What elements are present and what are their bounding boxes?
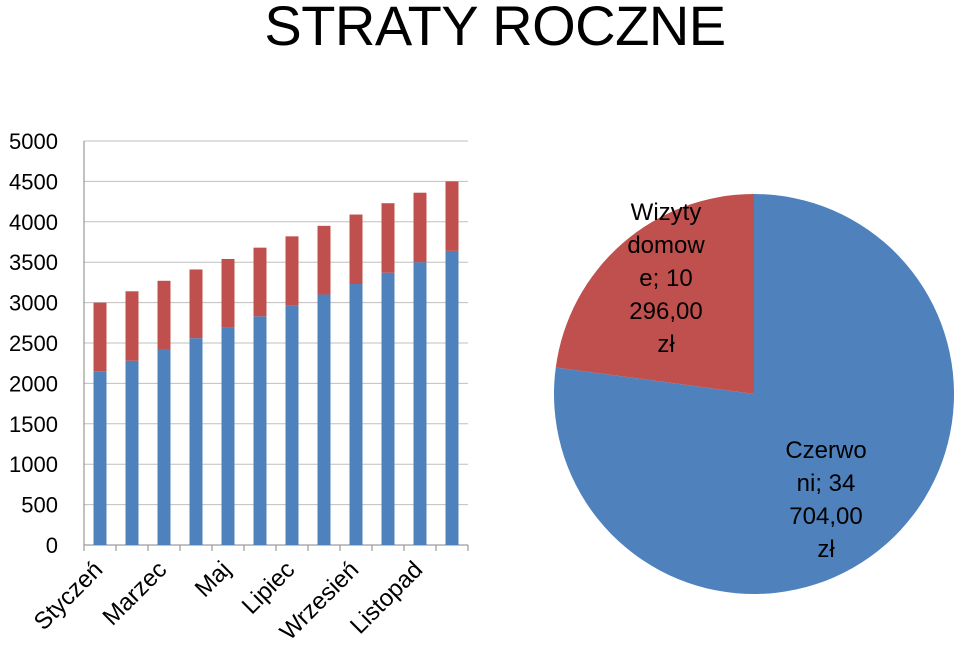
bar-segment-red: [413, 192, 427, 263]
y-tick-label: 5000: [9, 129, 58, 154]
bar-segment-blue: [381, 272, 395, 545]
chart-title: STRATY ROCZNE: [264, 0, 726, 57]
pie-data-label: Wizyty domow e; 10 296,00 zł: [627, 199, 705, 358]
y-tick-label: 3000: [9, 291, 58, 316]
y-tick-label: 1000: [9, 452, 58, 477]
bar-segment-blue: [349, 284, 363, 545]
x-tick-label: Maj: [190, 556, 236, 602]
bar-segment-blue: [413, 262, 427, 545]
bar-segment-blue: [93, 371, 107, 545]
y-tick-label: 4500: [9, 169, 58, 194]
x-tick-label: Styczeń: [29, 556, 108, 635]
bar-segment-blue: [253, 316, 267, 545]
bar-segment-blue: [285, 305, 299, 545]
bar-segment-red: [445, 181, 459, 251]
x-tick-label: Marzec: [98, 556, 173, 631]
bar-segment-red: [157, 280, 171, 350]
pie-slice: [555, 194, 754, 394]
bar-segment-blue: [221, 327, 235, 545]
bar-segment-red: [317, 225, 331, 295]
bar-segment-red: [253, 247, 267, 317]
bar-segment-blue: [125, 360, 139, 545]
y-tick-label: 1500: [9, 412, 58, 437]
bar-segment-blue: [317, 294, 331, 545]
y-tick-label: 4000: [9, 210, 58, 235]
bar-segment-red: [93, 302, 107, 372]
y-tick-label: 2500: [9, 331, 58, 356]
bar-segment-red: [381, 203, 395, 273]
pie-data-label: Czerwo ni; 34 704,00 zł: [785, 437, 866, 563]
y-tick-label: 0: [46, 533, 58, 558]
bar-segment-red: [125, 291, 139, 361]
bar-segment-blue: [189, 338, 203, 545]
bar-segment-blue: [445, 250, 459, 545]
y-tick-label: 2000: [9, 371, 58, 396]
bar-segment-red: [189, 269, 203, 339]
bar-segment-red: [285, 236, 299, 306]
y-tick-label: 500: [21, 493, 58, 518]
y-tick-label: 3500: [9, 250, 58, 275]
bar-segment-blue: [157, 349, 171, 545]
bar-segment-red: [349, 214, 363, 285]
bar-segment-red: [221, 258, 235, 328]
